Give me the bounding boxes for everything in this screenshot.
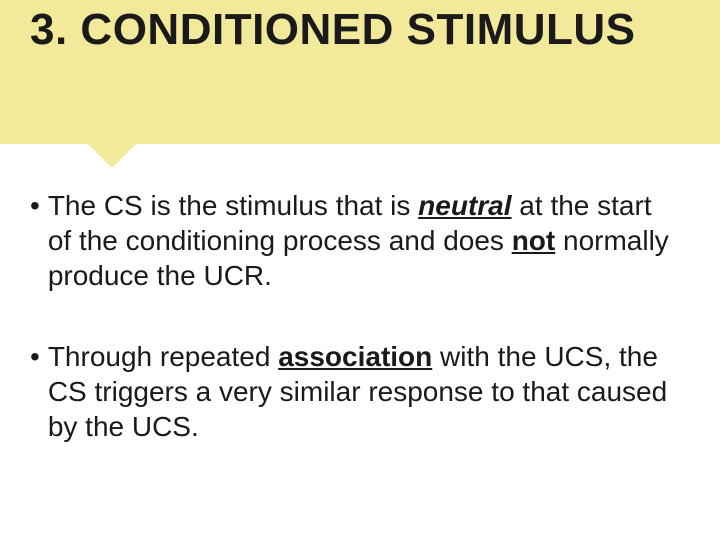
text-emph: not [512,225,556,256]
text-emph: neutral [418,190,511,221]
text-run: The CS is the stimulus that is [48,190,418,221]
slide-title: 3. CONDITIONED STIMULUS [30,6,690,54]
slide-body: • The CS is the stimulus that is neutral… [30,188,680,490]
bullet-dot-icon: • [30,188,40,223]
title-notch-icon [88,144,136,168]
text-emph: association [278,341,432,372]
text-run: Through repeated [48,341,278,372]
bullet-text: Through repeated association with the UC… [48,339,680,444]
bullet-dot-icon: • [30,339,40,374]
bullet-item: • The CS is the stimulus that is neutral… [30,188,680,293]
slide: 3. CONDITIONED STIMULUS • The CS is the … [0,0,720,540]
bullet-item: • Through repeated association with the … [30,339,680,444]
bullet-text: The CS is the stimulus that is neutral a… [48,188,680,293]
